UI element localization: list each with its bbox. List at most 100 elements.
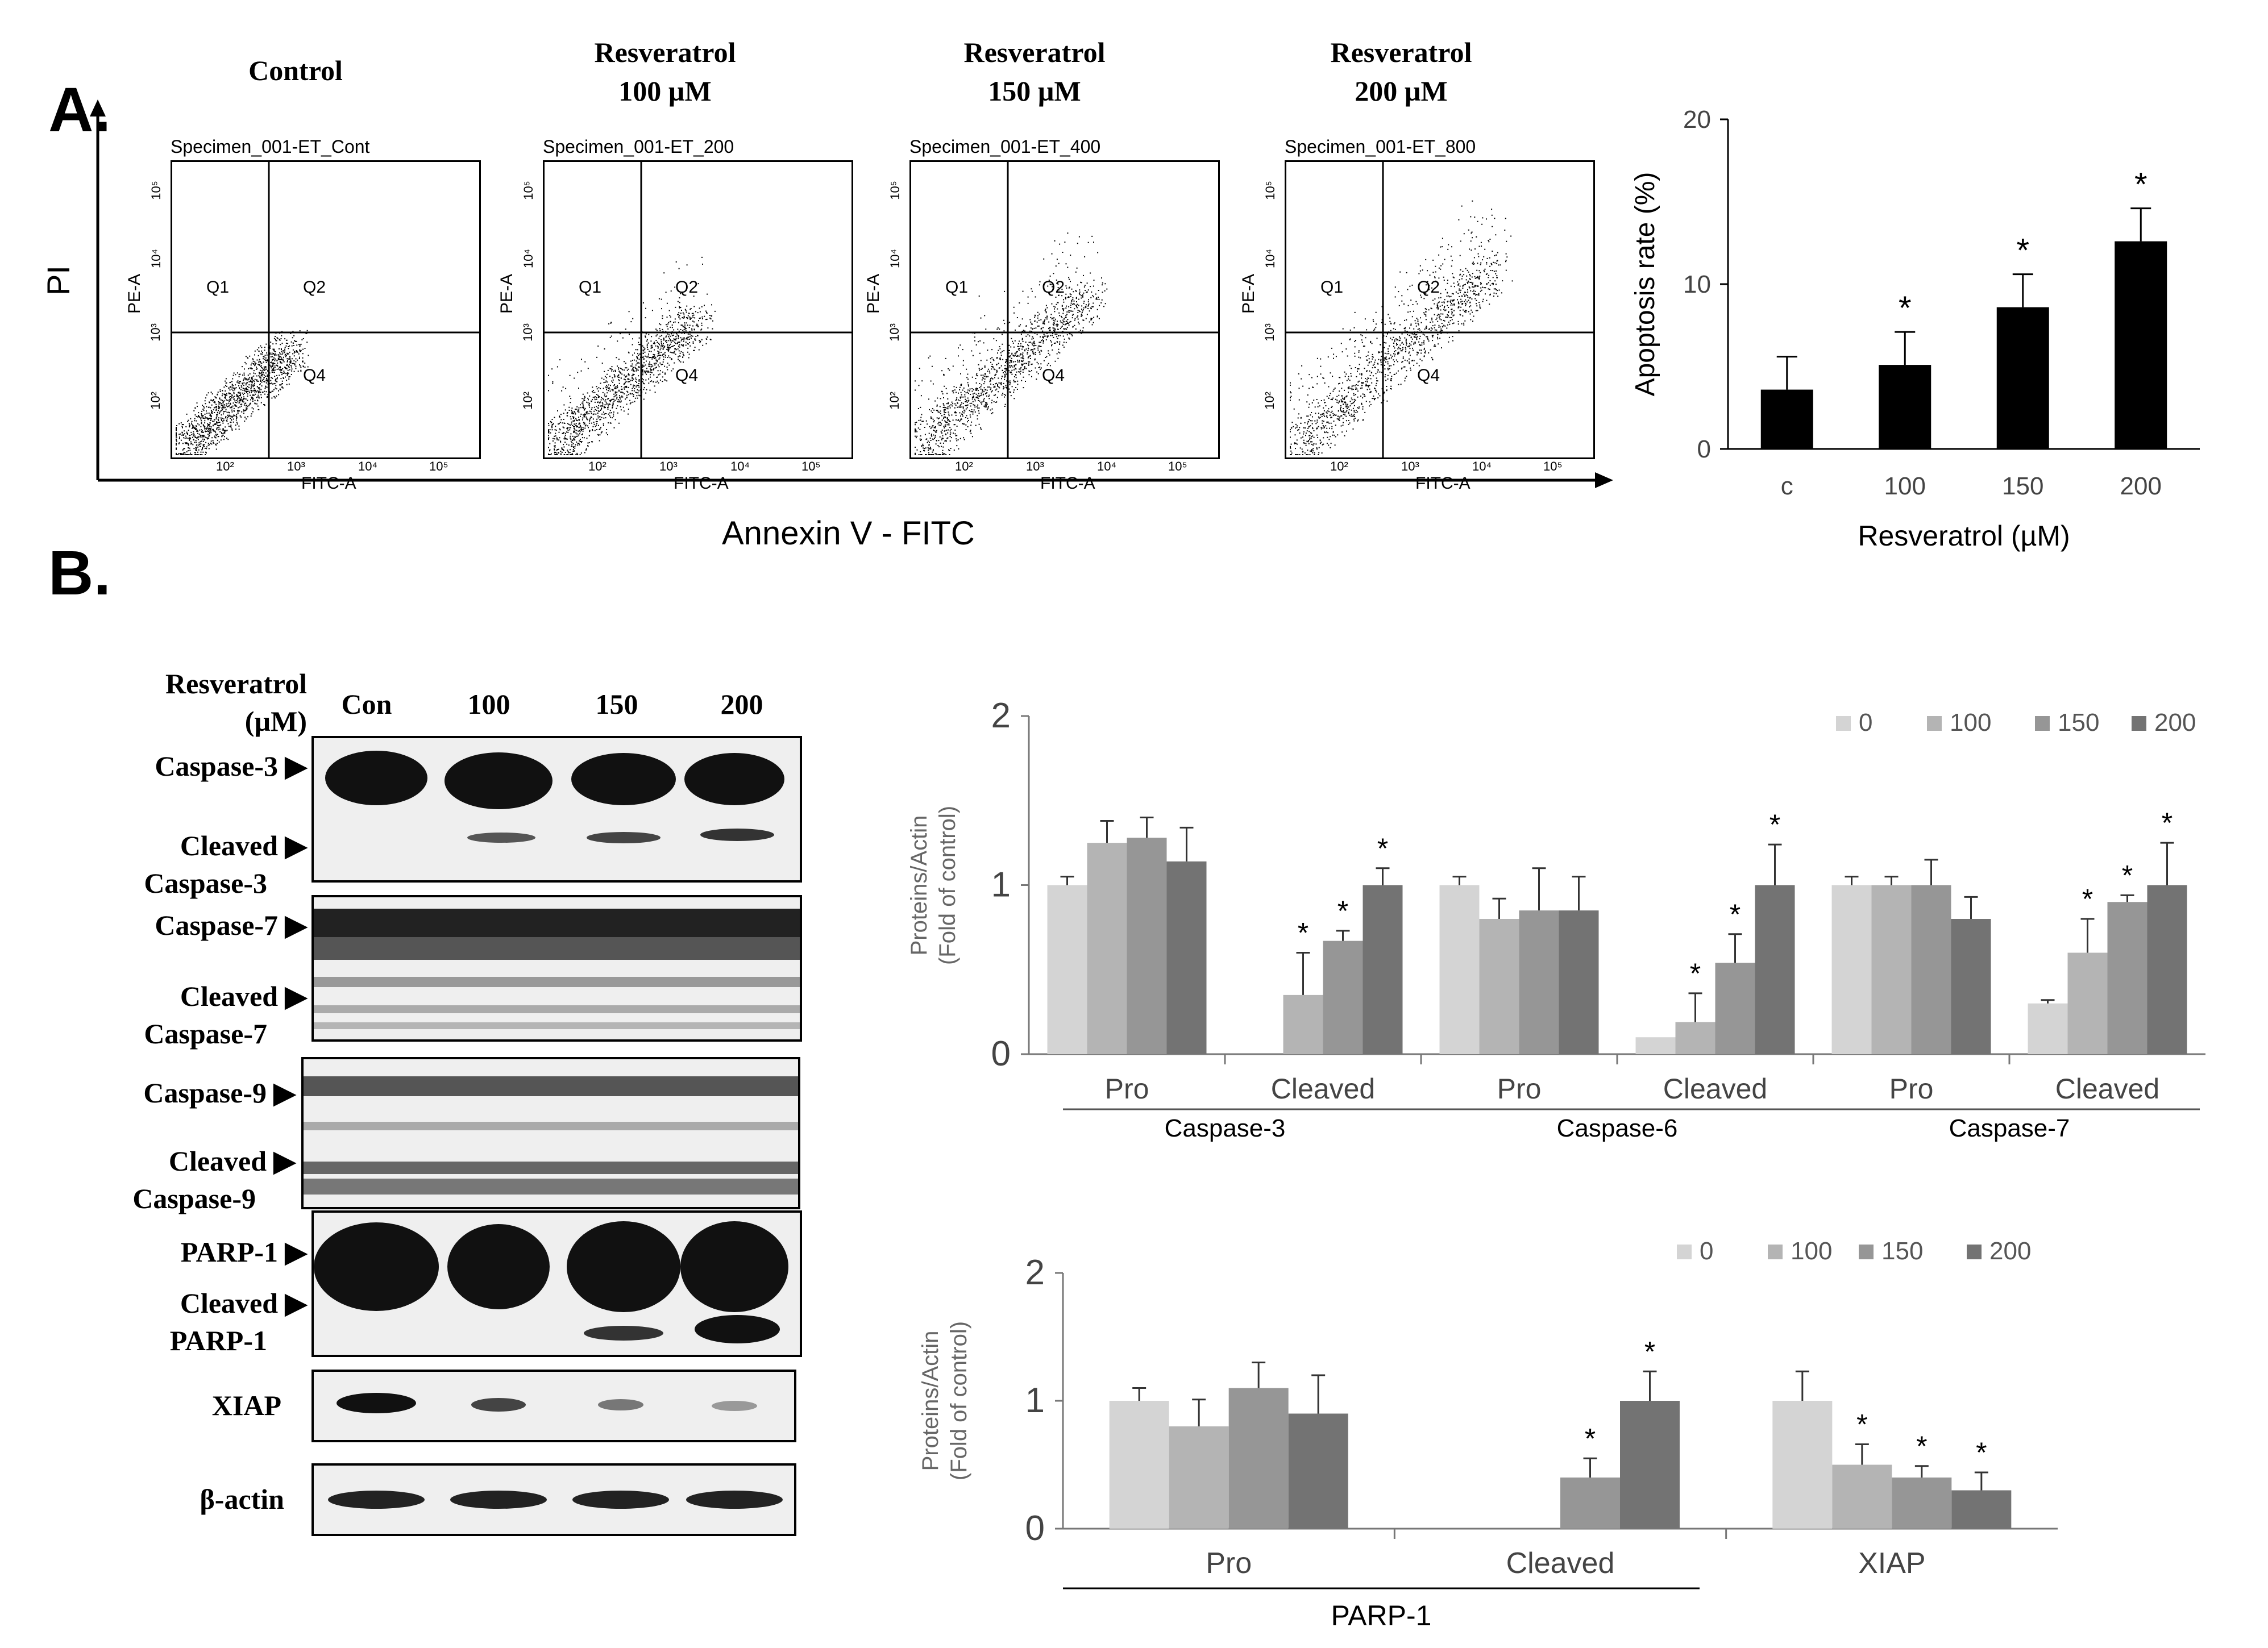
x-tick-label: Pro bbox=[1497, 1073, 1542, 1105]
significance-marker: * bbox=[2134, 167, 2147, 203]
flow-y-tick-label: 10⁴ bbox=[148, 249, 163, 268]
flow-specimen-label: Specimen_001-ET_Cont bbox=[171, 136, 370, 157]
flow-x-tick-label: 10⁴ bbox=[358, 459, 377, 473]
bar bbox=[1363, 885, 1403, 1054]
band-arrow: ▶ bbox=[273, 1077, 296, 1109]
condition-title-line2: 150 µM bbox=[988, 75, 1081, 107]
flow-x-tick-label: 10² bbox=[216, 459, 234, 473]
bar bbox=[1439, 885, 1480, 1054]
bar bbox=[1519, 910, 1559, 1054]
flow-x-tick-label: 10² bbox=[1330, 459, 1348, 473]
blot-label-xiap: XIAP bbox=[211, 1389, 281, 1421]
quadrant-label: Q2 bbox=[1417, 278, 1440, 297]
condition-title-line1: Control bbox=[248, 55, 343, 86]
legend-label: 0 bbox=[1859, 709, 1872, 736]
flow-inner-y-label: PE-A bbox=[864, 273, 883, 314]
legend-swatch bbox=[1859, 1245, 1874, 1259]
flow-plot-canvas: Q1 Q2 Q4 bbox=[1286, 162, 1593, 457]
blot-beta-actin bbox=[311, 1463, 796, 1536]
bar bbox=[1832, 1464, 1892, 1529]
flow-x-tick-label: 10³ bbox=[1401, 459, 1419, 473]
flow-y-tick-label: 10⁴ bbox=[1262, 249, 1277, 268]
bar bbox=[1283, 994, 1323, 1054]
flow-inner-x-label: FITC-A bbox=[674, 474, 729, 493]
bar bbox=[1879, 365, 1931, 449]
bar bbox=[2115, 241, 2167, 449]
band-arrow: ▶ bbox=[285, 1236, 307, 1268]
blot-label-caspase-3: Caspase-3 ▶ bbox=[155, 750, 307, 782]
flow-specimen-label: Specimen_001-ET_400 bbox=[909, 136, 1101, 157]
flow-plot-canvas: Q1 Q2 Q4 bbox=[545, 162, 851, 457]
y-tick-label: 0 bbox=[991, 1034, 1011, 1073]
legend-label: 100 bbox=[1791, 1237, 1832, 1265]
condition-title-line1: Resveratrol bbox=[963, 36, 1106, 68]
bar bbox=[1166, 861, 1207, 1054]
y-axis-label: Proteins/Actin bbox=[907, 815, 932, 956]
western-header-line2: (µM) bbox=[244, 705, 307, 737]
group-label: PARP-1 bbox=[1331, 1600, 1432, 1632]
flow-y-tick-label: 10⁵ bbox=[887, 181, 902, 200]
lane-label-con: Con bbox=[341, 688, 392, 720]
significance-marker: * bbox=[1856, 1409, 1867, 1441]
panel-b-letter: B. bbox=[48, 538, 111, 608]
flow-events-scatter bbox=[915, 232, 1108, 455]
legend-label: 100 bbox=[1950, 709, 1991, 736]
x-tick-label: c bbox=[1781, 472, 1793, 500]
x-tick-label: Cleaved bbox=[1506, 1547, 1615, 1580]
legend-label: 150 bbox=[2058, 709, 2099, 736]
y-tick-label: 1 bbox=[991, 865, 1011, 905]
bar bbox=[1169, 1426, 1229, 1529]
legend-label: 200 bbox=[1989, 1237, 2031, 1265]
legend-swatch bbox=[1967, 1245, 1982, 1259]
legend-swatch bbox=[2132, 716, 2146, 731]
y-tick-label: 20 bbox=[1683, 106, 1711, 134]
condition-title-150: Resveratrol 150 µM bbox=[915, 33, 1154, 110]
x-tick-label: Pro bbox=[1889, 1073, 1934, 1105]
bar bbox=[1047, 885, 1087, 1054]
quadrant-label: Q2 bbox=[1042, 278, 1065, 297]
flow-plot: Q1 Q2 Q4 bbox=[543, 160, 853, 459]
legend-swatch bbox=[1768, 1245, 1783, 1259]
bar bbox=[1228, 1388, 1289, 1529]
y-axis-label: (Fold of control) bbox=[935, 806, 960, 965]
group-label: Caspase-3 bbox=[1165, 1114, 1286, 1142]
flow-y-tick-label: 10³ bbox=[520, 323, 535, 342]
x-axis-label: Resveratrol (µM) bbox=[1858, 520, 2070, 552]
bar bbox=[1560, 1478, 1620, 1529]
flow-y-tick-label: 10² bbox=[148, 392, 163, 410]
bar bbox=[1675, 1022, 1715, 1054]
significance-marker: * bbox=[1690, 958, 1701, 989]
x-tick-label: XIAP bbox=[1858, 1547, 1926, 1580]
significance-marker: * bbox=[1337, 895, 1348, 927]
bar bbox=[1127, 838, 1167, 1054]
flow-x-tick-label: 10² bbox=[588, 459, 607, 473]
group-label: Caspase-7 bbox=[1949, 1114, 2070, 1142]
legend-swatch bbox=[1927, 716, 1942, 731]
y-tick-label: 0 bbox=[1025, 1509, 1045, 1548]
significance-marker: * bbox=[2016, 232, 2029, 269]
quadrant-label: Q1 bbox=[579, 278, 601, 297]
flow-y-tick-label: 10⁵ bbox=[521, 181, 535, 200]
flow-x-tick-label: 10⁵ bbox=[801, 459, 821, 473]
blot-parp-1 bbox=[311, 1210, 802, 1357]
flow-specimen-label: Specimen_001-ET_200 bbox=[543, 136, 734, 157]
flow-y-tick-label: 10² bbox=[1262, 392, 1277, 410]
band-arrow: ▶ bbox=[273, 1145, 296, 1177]
apoptosis-bar-chart: 0 10 20 c * 100 * 150 * 200 Resveratrol (µM) Apopto… bbox=[1630, 106, 2200, 552]
significance-marker: * bbox=[1769, 809, 1780, 840]
condition-title-line1: Resveratrol bbox=[594, 36, 736, 68]
legend-label: 150 bbox=[1881, 1237, 1923, 1265]
group-label: Caspase-6 bbox=[1557, 1114, 1678, 1142]
bar bbox=[1951, 919, 1991, 1054]
band-arrow: ▶ bbox=[285, 750, 307, 782]
bar bbox=[1715, 963, 1755, 1054]
flow-x-tick-label: 10³ bbox=[659, 459, 678, 473]
caspase-quant-chart: 0 1 2 Pro * * * Cleaved Pro * * * Cleaved Pro * * * Cleav… bbox=[907, 696, 2205, 1142]
blot-label-cleaved-caspase-7: Cleaved ▶ Caspase-7 bbox=[144, 980, 307, 1050]
condition-title-line2: 200 µM bbox=[1355, 75, 1448, 107]
western-header-line1: Resveratrol bbox=[165, 668, 307, 700]
x-tick-label: Cleaved bbox=[1663, 1073, 1767, 1105]
flow-inner-y-label: PE-A bbox=[497, 273, 516, 314]
quadrant-label: Q4 bbox=[1042, 366, 1065, 385]
